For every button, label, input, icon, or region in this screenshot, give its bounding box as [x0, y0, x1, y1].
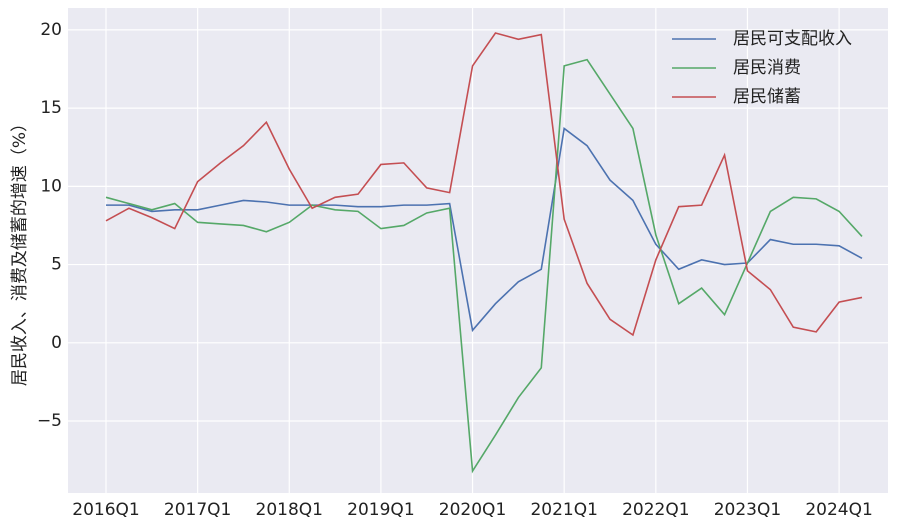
- x-tick-label: 2018Q1: [256, 500, 323, 518]
- x-tick-label: 2017Q1: [164, 500, 231, 518]
- line: [105, 32, 863, 337]
- y-tick-label: 20: [40, 20, 62, 40]
- x-tick-label: 2021Q1: [530, 500, 597, 518]
- x-tick-label: 2020Q1: [439, 500, 506, 518]
- x-tick-label: 2019Q1: [347, 500, 414, 518]
- plot-area: [68, 8, 888, 493]
- x-tick-label: 2022Q1: [622, 500, 689, 518]
- line: [106, 127, 863, 333]
- x-tick-label: 2024Q1: [805, 500, 872, 518]
- y-tick-label: 5: [51, 255, 62, 275]
- y-tick-label: 10: [40, 176, 62, 196]
- y-tick-label: 15: [40, 98, 62, 118]
- y-tick-label: 0: [51, 333, 62, 353]
- legend-label: 居民储蓄: [733, 87, 801, 107]
- x-tick-label: 2016Q1: [72, 500, 139, 518]
- legend-label: 居民可支配收入: [733, 29, 852, 49]
- x-tick-label: 2023Q1: [714, 500, 781, 518]
- line: [105, 58, 863, 474]
- legend-label: 居民消费: [733, 58, 801, 78]
- y-tick-label: −5: [37, 411, 62, 431]
- y-axis-label: 居民收入、消费及储蓄的增速（%）: [10, 115, 30, 386]
